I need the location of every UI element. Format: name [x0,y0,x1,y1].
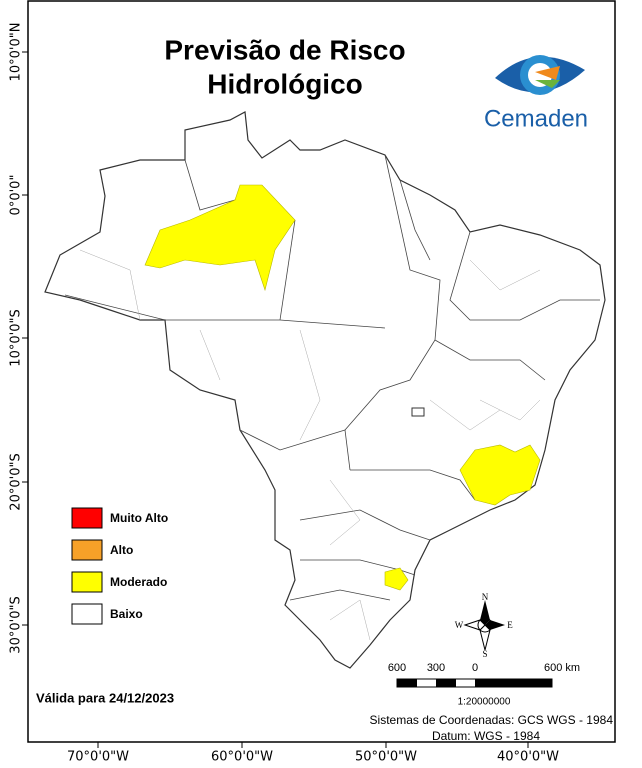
footer-text: Datum: WGS - 1984 [432,729,540,743]
legend-swatch [71,539,103,561]
scale-label: 600 km [544,662,580,674]
latitude-label: 30°0'0"S [9,596,24,653]
compass-letter: E [507,620,513,630]
legend-label: Alto [110,543,133,557]
graticule-ticks [22,51,529,748]
footer-text: Sistemas de Coordenadas: GCS WGS - 1984 [370,713,614,727]
municipal-boundaries [79,249,541,641]
federal-district [411,407,425,417]
legend-label: Moderado [110,575,167,589]
scale-ratio: 1:20000000 [458,697,511,708]
legend-label: Muito Alto [110,511,168,525]
north-arrow: N S E W [455,592,514,659]
legend-label: Baixo [110,607,143,621]
longitude-label: 50°0'0"W [355,750,417,765]
legend-swatch [71,603,103,625]
latitude-label: 0°0'0" [9,175,24,216]
scale-label: 600 [388,662,406,674]
compass-letter: N [482,592,489,602]
map-title: Hidrológico [207,68,363,99]
scale-label: 300 [427,662,445,674]
latitude-label: 10°0'0"N [9,23,24,82]
longitude-label: 60°0'0"W [211,750,273,765]
logo-text: Cemaden [484,105,588,132]
legend-swatch [71,507,103,529]
legend: Muito Alto Alto Moderado Baixo [71,507,168,625]
logo: Cemaden [484,55,588,132]
state-boundaries [64,154,600,601]
legend-swatch [71,571,103,593]
latitude-label: 20°0'0"S [9,453,24,510]
validity-date: Válida para 24/12/2023 [36,690,174,705]
longitude-label: 70°0'0"W [67,750,129,765]
moderate-risk-area [144,184,541,591]
latitude-label: 10°0'0"S [9,309,24,366]
map-title: Previsão de Risco [164,34,405,65]
scale-label: 0 [472,662,478,674]
compass-letter: S [482,649,487,659]
compass-letter: W [455,620,464,630]
longitude-label: 40°0'0"W [497,750,559,765]
scale-bar: 600 300 0 600 km 1:20000000 [388,662,580,708]
